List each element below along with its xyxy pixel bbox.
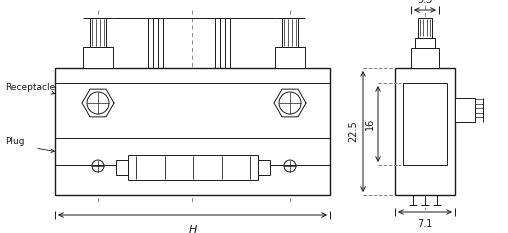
Bar	[282, 18, 298, 47]
Text: 22.5: 22.5	[348, 121, 358, 142]
Bar	[411, 48, 439, 68]
Text: 16: 16	[365, 118, 375, 130]
Text: H: H	[188, 225, 197, 233]
Bar	[455, 98, 475, 122]
Bar	[83, 47, 113, 68]
Bar	[258, 160, 270, 175]
Bar	[395, 68, 455, 195]
Text: 7.1: 7.1	[417, 219, 433, 229]
Bar	[415, 38, 435, 48]
Bar	[116, 160, 128, 175]
Bar	[90, 18, 106, 47]
Text: Receptacle: Receptacle	[5, 83, 55, 93]
Bar	[418, 18, 432, 38]
Bar	[55, 68, 330, 195]
Text: Plug: Plug	[5, 137, 24, 147]
Text: 9.5: 9.5	[417, 0, 433, 5]
Bar	[128, 155, 258, 180]
Bar	[275, 47, 305, 68]
Bar	[403, 83, 447, 165]
